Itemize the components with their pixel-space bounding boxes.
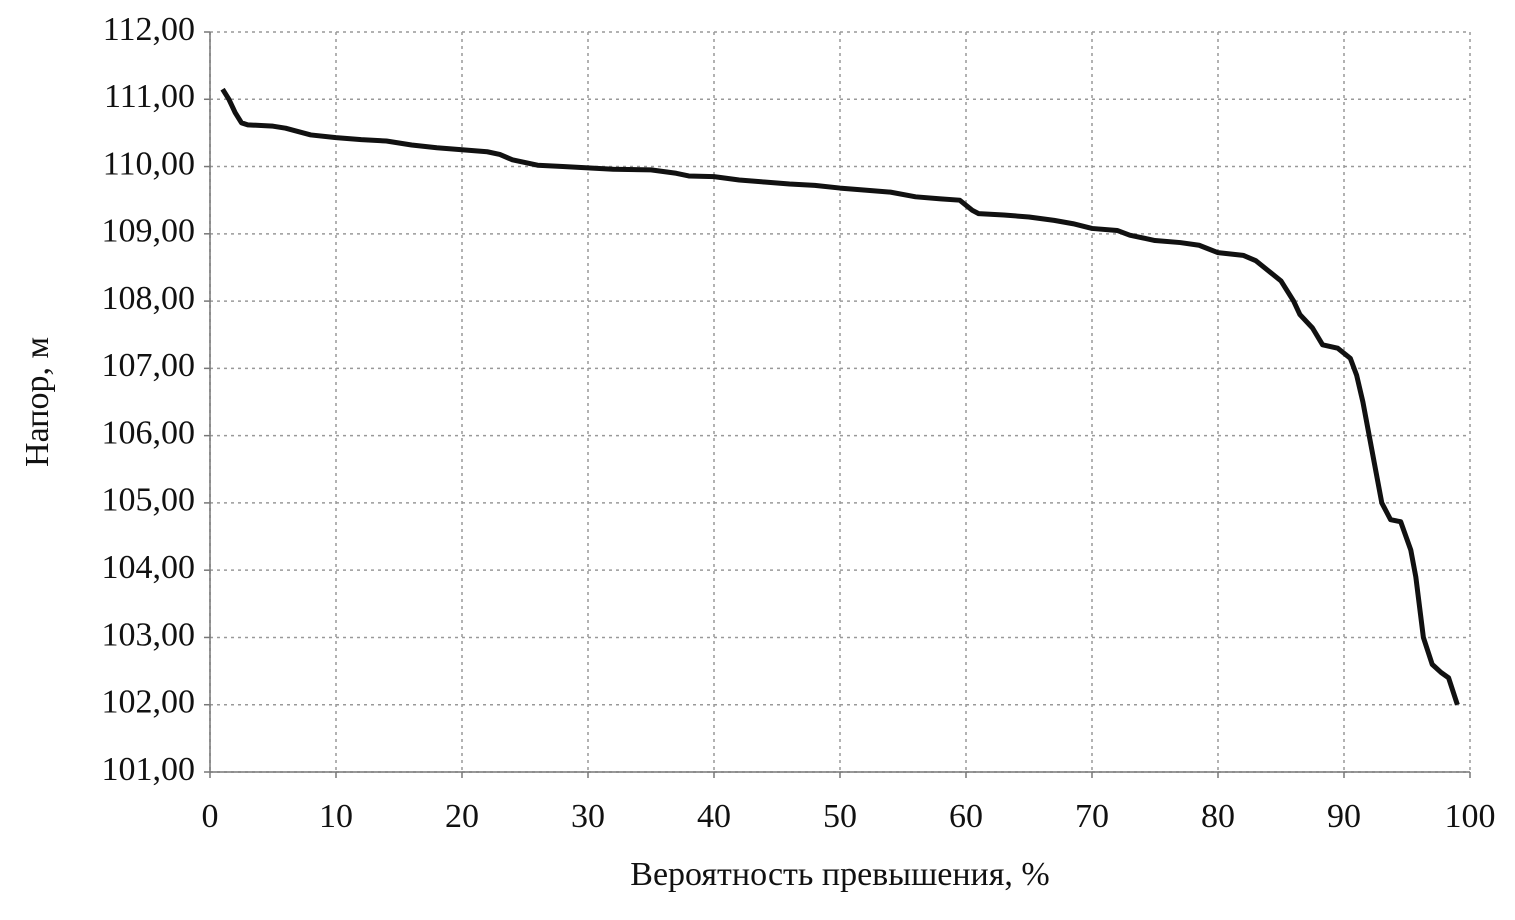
data-line [220, 87, 1460, 706]
x-tick-label: 10 [319, 798, 353, 835]
y-tick-label: 111,00 [104, 78, 195, 115]
x-tick-label: 0 [202, 798, 219, 835]
y-tick-label: 105,00 [102, 482, 196, 519]
y-tick-label: 112,00 [103, 11, 195, 48]
y-tick-label: 101,00 [102, 751, 196, 788]
y-tick-label: 109,00 [102, 213, 196, 250]
x-tick-label: 80 [1201, 798, 1235, 835]
y-tick-label: 106,00 [102, 414, 196, 451]
x-tick-label: 60 [949, 798, 983, 835]
x-tick-label: 30 [571, 798, 605, 835]
x-tick-label: 70 [1075, 798, 1109, 835]
x-tick-label: 20 [445, 798, 479, 835]
x-tick-label: 40 [697, 798, 731, 835]
y-tick-label: 108,00 [102, 280, 196, 317]
x-tick-label: 90 [1327, 798, 1361, 835]
y-axis-label: Напор, м [19, 337, 56, 467]
y-tick-label: 102,00 [102, 684, 196, 721]
y-tick-label: 103,00 [102, 616, 196, 653]
x-axis-label: Вероятность превышения, % [630, 856, 1049, 893]
y-tick-label: 107,00 [102, 347, 196, 384]
y-tick-label: 110,00 [103, 145, 195, 182]
y-tick-label: 104,00 [102, 549, 196, 586]
x-tick-label: 50 [823, 798, 857, 835]
x-tick-label: 100 [1445, 798, 1496, 835]
